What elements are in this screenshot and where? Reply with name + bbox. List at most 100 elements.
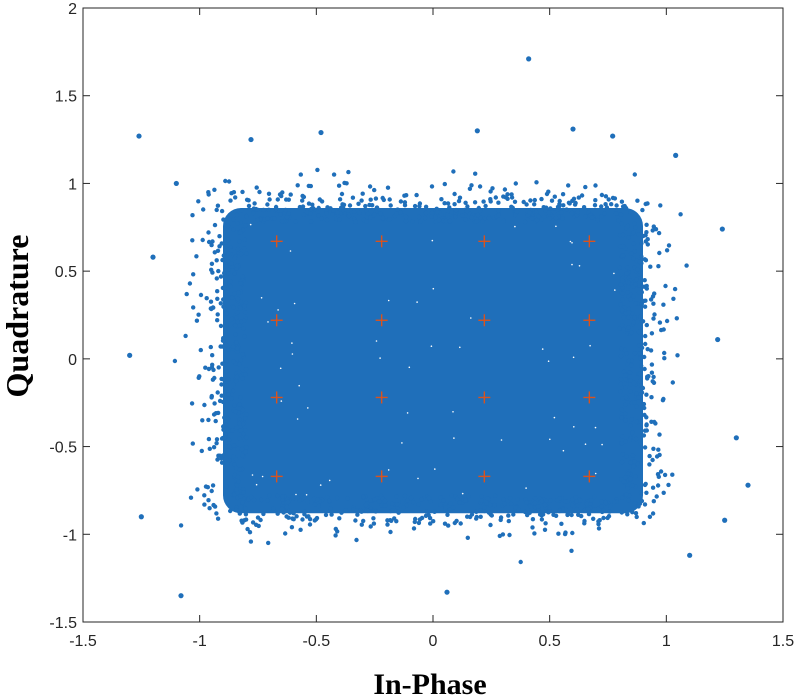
y-tick-label: -1.5	[49, 615, 77, 632]
received-symbol-point	[194, 254, 199, 259]
received-symbol-point	[641, 433, 647, 438]
cloud-gap	[319, 484, 322, 486]
received-symbol-point	[559, 210, 564, 215]
received-symbol-point	[265, 202, 270, 207]
received-symbol-point	[625, 290, 630, 295]
received-symbol-point	[431, 519, 436, 524]
received-symbol-point	[612, 196, 618, 201]
received-symbol-point	[197, 374, 202, 379]
received-symbol-point	[249, 494, 254, 500]
cloud-gap	[614, 289, 616, 291]
received-symbol-point	[417, 204, 422, 209]
received-symbol-point	[630, 510, 635, 515]
received-symbol-point	[543, 521, 548, 526]
received-symbol-point	[232, 255, 237, 261]
received-symbol-point	[513, 212, 518, 218]
cloud-gap	[249, 223, 252, 226]
received-symbol-point	[474, 219, 480, 224]
received-symbol-point	[235, 319, 240, 324]
received-symbol-point	[637, 259, 642, 264]
received-symbol-point	[488, 197, 493, 202]
received-symbol-point	[234, 486, 239, 492]
cloud-gap	[406, 412, 409, 414]
received-symbol-point	[339, 191, 345, 197]
received-symbol-point	[439, 197, 444, 202]
received-symbol-point	[238, 208, 244, 213]
received-symbol-point	[632, 400, 637, 405]
reference-point-marker	[583, 235, 596, 248]
received-symbol-point	[243, 506, 248, 511]
received-symbol-point	[207, 446, 212, 451]
received-symbol-point	[207, 506, 212, 511]
received-symbol-point	[562, 531, 568, 537]
cloud-gap	[547, 360, 550, 363]
received-symbol-point	[602, 211, 607, 216]
received-symbol-point	[209, 242, 214, 248]
received-symbol-point	[641, 401, 647, 407]
received-symbol-point	[618, 302, 623, 307]
outlier-point	[444, 589, 450, 595]
received-symbol-point	[344, 181, 349, 186]
received-symbol-point	[412, 203, 418, 209]
received-symbol-point	[626, 235, 631, 240]
received-symbol-point	[619, 434, 625, 439]
received-symbol-point	[623, 475, 628, 480]
received-symbol-point	[448, 501, 453, 506]
received-symbol-point	[242, 334, 247, 339]
received-symbol-point	[548, 206, 553, 211]
received-symbol-point	[528, 504, 533, 509]
outlier-point	[610, 133, 616, 139]
received-symbol-point	[473, 171, 478, 176]
received-symbol-point	[339, 510, 344, 515]
received-symbol-point	[570, 497, 575, 502]
received-symbol-point	[221, 297, 226, 302]
reference-point-marker	[270, 470, 283, 483]
received-symbol-point	[527, 210, 532, 215]
received-symbol-point	[236, 290, 241, 295]
received-symbol-point	[390, 508, 395, 513]
received-symbol-point	[562, 499, 568, 504]
received-symbol-point	[289, 525, 295, 530]
received-symbol-point	[661, 490, 666, 495]
y-tick-label: 1.5	[55, 89, 77, 106]
cloud-gap	[594, 472, 597, 475]
received-symbol-point	[335, 495, 340, 501]
received-symbol-point	[620, 297, 625, 302]
received-symbol-point	[285, 499, 291, 505]
received-symbol-point	[231, 359, 236, 364]
received-symbol-point	[645, 374, 650, 379]
received-symbol-point	[622, 347, 628, 353]
received-symbol-point	[222, 306, 228, 312]
received-symbol-point	[224, 426, 229, 432]
received-symbol-point	[442, 181, 447, 187]
received-symbol-point	[194, 318, 200, 323]
received-symbol-point	[243, 223, 248, 228]
received-symbol-point	[496, 213, 501, 218]
received-symbol-point	[443, 505, 449, 510]
received-symbol-point	[498, 515, 504, 520]
received-symbol-point	[238, 494, 244, 499]
received-symbol-point	[620, 307, 625, 313]
received-symbol-point	[291, 511, 296, 516]
cloud-gap	[470, 317, 472, 319]
received-symbol-point	[354, 537, 359, 543]
received-symbol-point	[634, 419, 639, 425]
received-symbol-point	[589, 215, 595, 220]
received-symbol-point	[657, 320, 663, 325]
received-symbol-point	[648, 264, 653, 269]
received-symbol-point	[635, 198, 640, 203]
received-symbol-point	[560, 216, 565, 221]
received-symbol-point	[202, 502, 207, 507]
received-symbol-point	[206, 436, 212, 442]
received-symbol-point	[387, 217, 393, 222]
received-symbol-point	[633, 511, 639, 516]
received-symbol-point	[672, 286, 678, 292]
received-symbol-point	[266, 207, 271, 212]
received-symbol-point	[218, 344, 223, 349]
outlier-point	[722, 517, 728, 523]
y-axis-ticks: -1.5 -1 -0.5 0 0.5 1 1.5 2	[49, 1, 783, 632]
received-symbol-point	[291, 517, 296, 522]
received-symbol-point	[565, 512, 570, 518]
received-symbol-point	[198, 292, 204, 298]
received-symbol-point	[599, 192, 605, 198]
